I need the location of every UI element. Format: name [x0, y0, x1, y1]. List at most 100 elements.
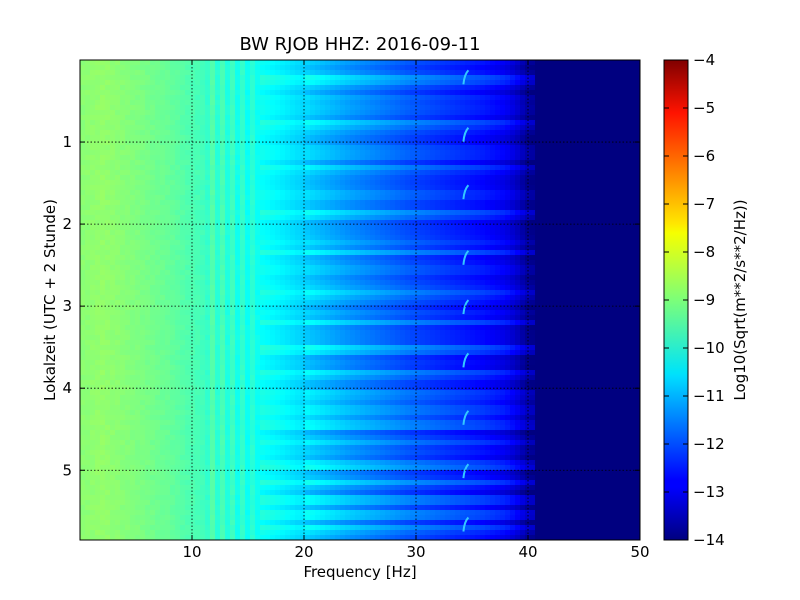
heatmap-cell [265, 280, 271, 286]
heatmap-cell [100, 275, 106, 281]
heatmap-cell [95, 110, 101, 116]
heatmap-cell [315, 230, 321, 236]
heatmap-cell [205, 155, 211, 161]
heatmap-cell [205, 245, 211, 251]
heatmap-cell [120, 230, 126, 236]
heatmap-cell [235, 120, 241, 126]
heatmap-cell [305, 125, 311, 131]
heatmap-cell [110, 90, 116, 96]
heatmap-cell [465, 170, 471, 176]
heatmap-cell [415, 280, 421, 286]
heatmap-cell [185, 260, 191, 266]
heatmap-cell [460, 130, 466, 136]
heatmap-cell [460, 210, 466, 216]
heatmap-cell [245, 225, 251, 231]
heatmap-cell [540, 125, 546, 131]
heatmap-cell [370, 265, 376, 271]
heatmap-cell [550, 65, 556, 71]
heatmap-cell [300, 60, 306, 66]
heatmap-cell [390, 145, 396, 151]
heatmap-cell [535, 270, 541, 276]
heatmap-cell [140, 65, 146, 71]
heatmap-cell [110, 275, 116, 281]
heatmap-cell [170, 155, 176, 161]
heatmap-cell [110, 120, 116, 126]
heatmap-cell [615, 95, 621, 101]
heatmap-cell [345, 90, 351, 96]
heatmap-cell [420, 175, 426, 181]
heatmap-cell [180, 275, 186, 281]
heatmap-cell [190, 70, 196, 76]
heatmap-cell [130, 195, 136, 201]
heatmap-cell [195, 270, 201, 276]
heatmap-cell [455, 150, 461, 156]
heatmap-cell [295, 105, 301, 111]
heatmap-cell [515, 195, 521, 201]
heatmap-cell [545, 195, 551, 201]
heatmap-cell [135, 225, 141, 231]
heatmap-cell [210, 70, 216, 76]
heatmap-cell [170, 165, 176, 171]
heatmap-cell [540, 80, 546, 86]
heatmap-cell [455, 190, 461, 196]
heatmap-cell [130, 130, 136, 136]
heatmap-cell [590, 115, 596, 121]
heatmap-cell [80, 190, 86, 196]
heatmap-cell [565, 85, 571, 91]
heatmap-cell [245, 60, 251, 66]
heatmap-cell [100, 145, 106, 151]
heatmap-cell [190, 130, 196, 136]
heatmap-cell [390, 135, 396, 141]
heatmap-cell [115, 120, 121, 126]
heatmap-cell [590, 80, 596, 86]
heatmap-cell [300, 240, 306, 246]
heatmap-cell [520, 240, 526, 246]
heatmap-cell [455, 130, 461, 136]
heatmap-cell [205, 210, 211, 216]
heatmap-cell [390, 200, 396, 206]
heatmap-cell [210, 105, 216, 111]
heatmap-cell [270, 95, 276, 101]
heatmap-cell [270, 185, 276, 191]
heatmap-cell [410, 270, 416, 276]
heatmap-cell [380, 120, 386, 126]
heatmap-cell [455, 145, 461, 151]
heatmap-cell [265, 170, 271, 176]
heatmap-cell [95, 75, 101, 81]
heatmap-cell [235, 180, 241, 186]
heatmap-cell [220, 195, 226, 201]
heatmap-cell [575, 205, 581, 211]
heatmap-cell [415, 175, 421, 181]
heatmap-cell [260, 90, 266, 96]
heatmap-cell [230, 100, 236, 106]
heatmap-cell [525, 200, 531, 206]
heatmap-cell [200, 160, 206, 166]
heatmap-cell [105, 195, 111, 201]
heatmap-cell [210, 175, 216, 181]
heatmap-cell [510, 95, 516, 101]
heatmap-cell [420, 235, 426, 241]
heatmap-cell [590, 215, 596, 221]
heatmap-cell [455, 140, 461, 146]
heatmap-cell [340, 175, 346, 181]
heatmap-cell [250, 85, 256, 91]
heatmap-cell [170, 235, 176, 241]
heatmap-cell [155, 235, 161, 241]
heatmap-cell [395, 130, 401, 136]
heatmap-cell [600, 250, 606, 256]
heatmap-cell [305, 135, 311, 141]
heatmap-cell [630, 140, 636, 146]
heatmap-cell [420, 155, 426, 161]
heatmap-cell [505, 195, 511, 201]
heatmap-cell [500, 70, 506, 76]
heatmap-cell [430, 185, 436, 191]
heatmap-cell [130, 125, 136, 131]
heatmap-cell [240, 75, 246, 81]
heatmap-cell [115, 240, 121, 246]
heatmap-cell [635, 150, 640, 156]
heatmap-cell [465, 210, 471, 216]
heatmap-cell [165, 155, 171, 161]
heatmap-cell [415, 200, 421, 206]
heatmap-cell [490, 255, 496, 261]
heatmap-cell [230, 250, 236, 256]
